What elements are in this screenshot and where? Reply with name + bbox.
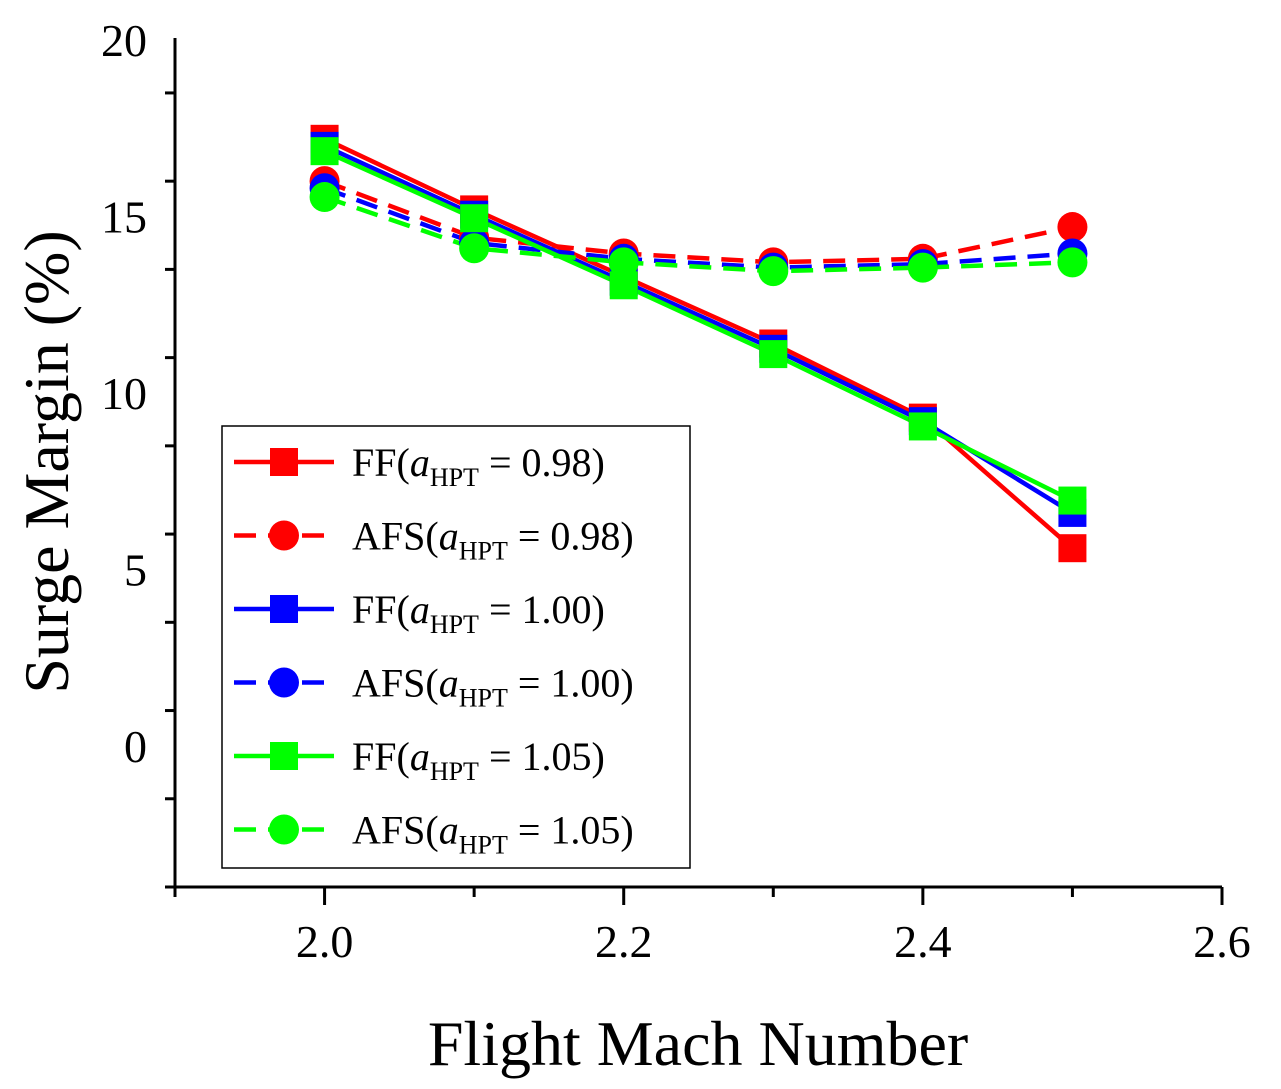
circle-marker xyxy=(1057,247,1088,278)
y-axis-title: Surge Margin (%) xyxy=(11,230,82,693)
legend-label: AFS(aHPT = 1.00) xyxy=(352,661,634,713)
x-tick-label: 2.4 xyxy=(894,916,952,967)
x-axis-title: Flight Mach Number xyxy=(428,1008,968,1079)
legend-marker xyxy=(270,448,298,476)
square-marker xyxy=(1058,486,1087,515)
x-tick-label: 2.2 xyxy=(595,916,653,967)
circle-marker xyxy=(907,252,938,283)
circle-marker xyxy=(459,233,490,264)
legend-label: AFS(aHPT = 1.05) xyxy=(352,808,634,860)
square-marker xyxy=(310,137,339,166)
y-tick-label: 20 xyxy=(101,15,147,66)
circle-marker xyxy=(1057,212,1088,243)
square-marker xyxy=(460,204,489,233)
legend-label: FF(aHPT = 0.98) xyxy=(352,440,605,492)
series-markers xyxy=(309,124,1088,563)
legend-label: AFS(aHPT = 0.98) xyxy=(352,514,634,566)
x-tick-label: 2.6 xyxy=(1193,916,1251,967)
y-tick-label: 0 xyxy=(124,721,147,772)
series-line-2 xyxy=(323,179,1073,265)
y-tick-label: 5 xyxy=(124,544,147,595)
series-line-4 xyxy=(323,186,1073,270)
y-tick-label: 15 xyxy=(101,191,147,242)
legend-marker xyxy=(269,667,299,698)
legend-box xyxy=(221,425,691,869)
x-tick-label: 2.0 xyxy=(296,916,354,967)
legend-marker xyxy=(269,814,299,845)
square-marker xyxy=(759,340,788,369)
circle-marker xyxy=(608,247,639,278)
legend-label: FF(aHPT = 1.05) xyxy=(352,734,605,786)
square-marker xyxy=(908,412,937,441)
legend-label: FF(aHPT = 1.00) xyxy=(352,587,605,639)
series-lines xyxy=(323,136,1074,550)
square-marker xyxy=(1058,534,1087,563)
circle-marker xyxy=(758,256,789,287)
y-tick-label: 10 xyxy=(101,368,147,419)
legend: FF(aHPT = 0.98) AFS(aHPT = 0.98) FF(aHPT =… xyxy=(221,425,691,869)
series-line-6 xyxy=(323,194,1073,274)
circle-marker xyxy=(309,182,340,213)
legend-marker xyxy=(270,595,298,623)
legend-marker xyxy=(270,742,298,770)
series-line-5 xyxy=(323,149,1074,503)
axes: 0 5 10 15 20 2.0 2.2 2.4 2.6 xyxy=(101,15,1251,967)
legend-marker xyxy=(269,520,299,551)
